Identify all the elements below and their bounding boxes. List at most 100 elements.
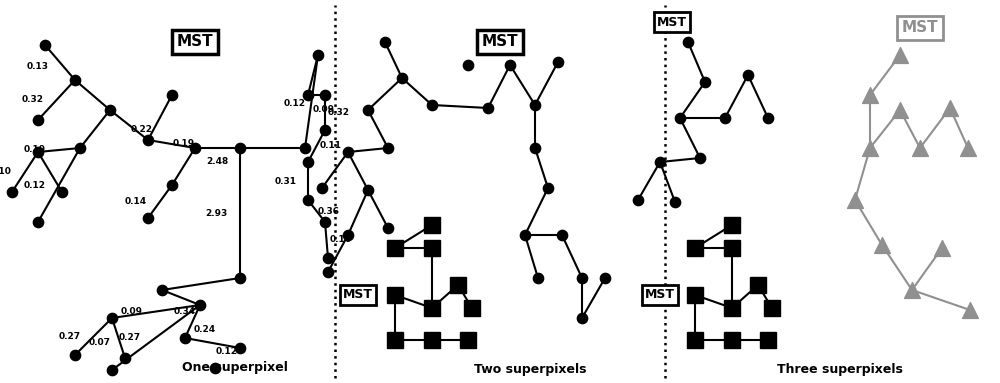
Bar [464, 300, 480, 316]
Point [517, 232, 533, 238]
Bar [460, 332, 476, 348]
Bar [687, 240, 703, 256]
Bar [450, 277, 466, 293]
Bar [764, 300, 780, 316]
Point [37, 42, 53, 48]
Point [912, 145, 928, 151]
Point [297, 145, 313, 151]
Point [652, 159, 668, 165]
Text: 0.12: 0.12 [24, 180, 46, 190]
Point [554, 232, 570, 238]
Point [717, 115, 733, 121]
Point [530, 275, 546, 281]
Text: MST: MST [657, 15, 687, 28]
Text: 0.27: 0.27 [119, 333, 141, 342]
Point [630, 197, 646, 203]
Point [207, 365, 223, 371]
Text: 0.12: 0.12 [284, 98, 306, 108]
Point [480, 105, 496, 111]
Point [104, 315, 120, 321]
Point [962, 307, 978, 313]
Point [30, 149, 46, 155]
Text: 0.14: 0.14 [125, 197, 147, 206]
Bar [724, 300, 740, 316]
Text: Three superpixels: Three superpixels [777, 363, 903, 376]
Bar [687, 287, 703, 303]
Text: 0.09: 0.09 [121, 307, 143, 316]
Point [317, 127, 333, 133]
Point [140, 215, 156, 221]
Text: 0.27: 0.27 [58, 332, 81, 341]
Text: MST: MST [343, 288, 373, 301]
Text: 0.19: 0.19 [24, 146, 46, 154]
Text: 0.24: 0.24 [193, 325, 216, 334]
Text: 0.34: 0.34 [174, 307, 196, 316]
Point [117, 355, 133, 361]
Text: MST: MST [902, 21, 938, 36]
Point [934, 245, 950, 251]
Point [320, 255, 336, 261]
Point [847, 197, 863, 203]
Point [232, 345, 248, 351]
Text: One superpixel: One superpixel [182, 362, 288, 375]
Bar [724, 240, 740, 256]
Text: MST: MST [177, 34, 213, 49]
Text: 0.10: 0.10 [0, 167, 12, 177]
Text: 0.22: 0.22 [131, 125, 153, 134]
Bar [724, 217, 740, 233]
Text: 2.93: 2.93 [205, 208, 227, 218]
Text: 0.12: 0.12 [216, 347, 238, 355]
Text: 0.32: 0.32 [22, 95, 44, 105]
Point [314, 185, 330, 191]
Point [317, 92, 333, 98]
Point [30, 219, 46, 225]
Point [72, 145, 88, 151]
Point [187, 145, 203, 151]
Bar [387, 240, 403, 256]
Point [380, 225, 396, 231]
Point [154, 287, 170, 293]
Text: 0.07: 0.07 [89, 338, 111, 347]
Point [30, 117, 46, 123]
Point [300, 197, 316, 203]
Point [300, 159, 316, 165]
Point [300, 92, 316, 98]
Bar [760, 332, 776, 348]
Point [424, 102, 440, 108]
Bar [424, 217, 440, 233]
Point [874, 242, 890, 248]
Point [892, 107, 908, 113]
Point [232, 275, 248, 281]
Text: 0.09: 0.09 [312, 105, 334, 114]
Point [597, 275, 613, 281]
Point [760, 115, 776, 121]
Point [140, 137, 156, 143]
Text: MST: MST [645, 288, 675, 301]
Bar [687, 332, 703, 348]
Point [942, 105, 958, 111]
Point [192, 302, 208, 308]
Point [340, 232, 356, 238]
Text: 0.32: 0.32 [328, 108, 350, 117]
Text: 0.36: 0.36 [318, 206, 340, 216]
Text: 0.11: 0.11 [320, 141, 342, 151]
Point [164, 182, 180, 188]
Bar [387, 332, 403, 348]
Point [317, 219, 333, 225]
Point [667, 199, 683, 205]
Text: Two superpixels: Two superpixels [474, 363, 586, 376]
Point [380, 145, 396, 151]
Point [360, 187, 376, 193]
Point [177, 335, 193, 341]
Point [680, 39, 696, 45]
Bar [424, 332, 440, 348]
Bar [750, 277, 766, 293]
Point [394, 75, 410, 81]
Point [320, 269, 336, 275]
Text: 0.19: 0.19 [172, 139, 195, 149]
Point [892, 52, 908, 58]
Point [672, 115, 688, 121]
Bar [724, 332, 740, 348]
Point [862, 92, 878, 98]
Point [740, 72, 756, 78]
